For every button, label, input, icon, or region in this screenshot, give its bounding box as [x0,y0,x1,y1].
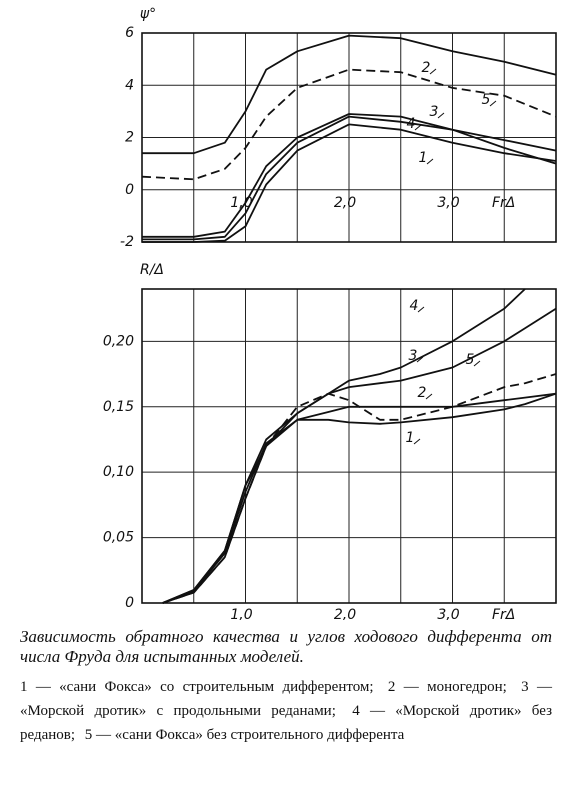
series-line [162,392,557,604]
series-label: 4 [410,298,419,314]
y-tick-label: -2 [120,234,134,250]
legend-item: 4 — «Морской дротик» без реданов; [20,703,553,743]
label-leader [416,356,424,363]
series-line [142,34,557,155]
series-line [162,392,557,604]
series-label: 5 [482,92,491,108]
plot-frame [141,32,557,243]
y-tick-label: 0,10 [103,464,134,480]
y-axis-label: R/Δ [140,262,164,278]
label-leader [473,360,481,367]
legend-item: 2 — моногедрон; [387,679,507,695]
series-label: 3 [409,348,418,364]
label-leader [414,124,422,131]
series-line [162,288,526,604]
y-tick-label: 2 [125,130,134,146]
label-leader [413,438,421,445]
series-label: 2 [418,385,427,401]
caption-legend: 1 — «сани Фокса» со строительным диффере… [20,675,552,747]
label-leader [489,100,497,107]
series-line [142,115,557,241]
y-axis-label: ψ° [140,6,156,22]
y-tick-label: 4 [125,77,134,93]
y-tick-label: 0,05 [103,530,134,546]
legend-item: 3 — «Морской дротик» с продольными редан… [20,679,552,719]
x-tick-label: 3,0 [437,195,459,211]
series-line [142,113,557,238]
legend-item: 1 — «сани Фокса» со строительным диффере… [20,679,374,695]
y-tick-label: 6 [125,25,134,41]
series-line [141,68,557,181]
label-leader [425,393,433,400]
series-label: 3 [430,104,439,120]
series-label: 1 [419,150,428,166]
x-axis-label: FrΔ [492,195,515,211]
x-tick-label: 2,0 [334,195,356,211]
series-label: 2 [422,60,431,76]
y-tick-label: 0 [125,182,134,198]
x-tick-label: 3,0 [437,607,459,620]
y-tick-label: 0,15 [103,399,134,415]
legend-item: 5 — «сани Фокса» без строительного диффе… [84,727,405,743]
x-tick-label: 1,0 [230,607,252,620]
label-leader [429,68,437,75]
series-line [142,123,557,243]
series-label: 5 [466,352,475,368]
label-leader [417,306,425,313]
y-tick-label: 0,20 [103,333,134,349]
x-tick-label: 2,0 [334,607,356,620]
series-label: 1 [406,430,415,446]
series-label: 4 [407,116,416,132]
series-line [162,307,557,604]
y-tick-label: 0 [125,595,134,611]
label-leader [426,158,434,165]
caption: Зависимость обратного качества и углов х… [20,627,552,747]
series-line [162,373,557,604]
x-axis-label: FrΔ [492,607,515,620]
plot-frame [141,288,557,604]
label-leader [437,112,445,119]
caption-title: Зависимость обратного качества и углов х… [20,627,552,666]
